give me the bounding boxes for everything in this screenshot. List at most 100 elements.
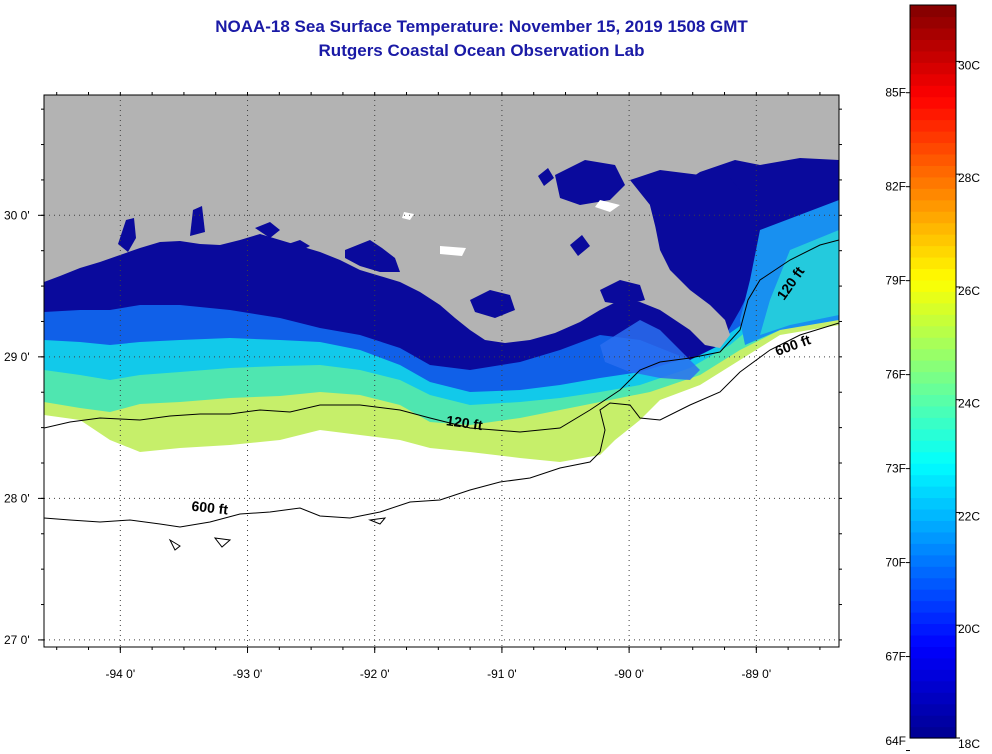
colorbar-swatch xyxy=(910,463,956,476)
colorbar-swatch xyxy=(910,222,956,235)
celsius-label: 18C xyxy=(958,737,980,751)
lon-label: -89 0' xyxy=(741,667,771,681)
river-plume xyxy=(600,320,700,380)
colorbar-swatch xyxy=(910,600,956,613)
colorbar-swatch xyxy=(910,612,956,625)
colorbar-swatch xyxy=(910,211,956,224)
colorbar-swatch xyxy=(910,382,956,396)
map-subtitle: Rutgers Coastal Ocean Observation Lab xyxy=(318,41,645,60)
lon-label: -93 0' xyxy=(233,667,263,681)
colorbar-swatch xyxy=(910,5,956,18)
colorbar-swatch xyxy=(910,256,956,270)
fahrenheit-label: 79F xyxy=(885,274,906,288)
coastal-glint xyxy=(440,246,466,256)
colorbar-swatch xyxy=(910,291,956,304)
coastal-glint xyxy=(595,200,620,212)
contour-label: 120 ft xyxy=(445,412,484,433)
colorbar-swatch xyxy=(910,486,956,499)
colorbar-swatch xyxy=(910,27,956,40)
lat-label: 29 0' xyxy=(4,350,30,364)
celsius-label: 20C xyxy=(958,622,980,636)
colorbar-swatch xyxy=(910,531,956,544)
contour-120ft xyxy=(44,239,839,433)
colorbar-swatch xyxy=(910,234,956,247)
colorbar-swatch xyxy=(910,440,956,453)
colorbar-swatch xyxy=(910,314,956,327)
colorbar-swatch xyxy=(910,165,956,178)
colorbar-swatch xyxy=(910,623,956,636)
map-frame xyxy=(43,94,840,648)
colorbar-swatch xyxy=(910,577,956,590)
graticule xyxy=(44,95,839,647)
colorbar-swatch xyxy=(910,348,956,361)
lon-label: -90 0' xyxy=(614,667,644,681)
colorbar-swatch xyxy=(910,474,956,487)
lat-label: 27 0' xyxy=(4,633,30,647)
colorbar-swatch xyxy=(910,108,956,121)
axis-ticks xyxy=(38,92,842,653)
colorbar-swatch xyxy=(910,188,956,201)
contour-600ft xyxy=(44,322,839,528)
colorbar-swatch xyxy=(910,715,956,728)
colorbar-swatch xyxy=(910,245,956,258)
fahrenheit-label: 85F xyxy=(885,86,906,100)
colorbar-swatch xyxy=(910,726,956,739)
colorbar-swatch xyxy=(910,554,956,567)
coastal-glint xyxy=(402,212,414,220)
lon-label: -91 0' xyxy=(487,667,517,681)
colorbar-swatch xyxy=(910,119,956,132)
colorbar-swatch xyxy=(910,176,956,189)
axis-labels: -94 0' -93 0' -92 0' -91 0' -90 0' -89 0' 30 0… xyxy=(4,208,771,681)
fahrenheit-label: 76F xyxy=(885,368,906,382)
lat-label: 30 0' xyxy=(4,208,30,222)
colorbar-swatch xyxy=(910,279,956,292)
colorbar-swatch xyxy=(910,394,956,407)
colorbar-swatch xyxy=(910,520,956,533)
atchafalaya-bay xyxy=(345,240,400,272)
lake-sabine xyxy=(190,206,205,236)
lake-grand xyxy=(255,222,280,238)
colorbar-swatch xyxy=(910,428,956,441)
colorbar-swatch xyxy=(910,325,956,338)
colorbar-swatch xyxy=(910,669,956,682)
colorbar-swatch xyxy=(910,692,956,705)
lake-maurepas xyxy=(538,168,554,186)
lon-label: -92 0' xyxy=(360,667,390,681)
colorbar-swatch xyxy=(910,634,956,647)
land-mass xyxy=(44,95,839,348)
colorbar-swatch xyxy=(910,680,956,693)
contour-label: 600 ft xyxy=(191,498,229,518)
colorbar-swatch xyxy=(910,130,956,144)
fahrenheit-label: 67F xyxy=(885,650,906,664)
contour-600ft-patch xyxy=(168,517,387,551)
colorbar-swatch xyxy=(910,417,956,430)
celsius-label: 26C xyxy=(958,284,980,298)
colorbar-swatch xyxy=(910,50,956,63)
colorbar-swatch xyxy=(910,508,956,521)
colorbar-swatch xyxy=(910,153,956,166)
colorbar-swatch xyxy=(910,497,956,510)
barataria-bay xyxy=(600,280,645,305)
lon-label: -94 0' xyxy=(105,667,135,681)
celsius-label: 24C xyxy=(958,397,980,411)
colorbar-swatch xyxy=(910,543,956,556)
fahrenheit-label: 73F xyxy=(885,462,906,476)
colorbar-swatch xyxy=(910,646,956,659)
colorbar-swatch xyxy=(910,73,956,86)
celsius-label: 22C xyxy=(958,509,980,523)
lake-salvador xyxy=(570,235,590,256)
colorbar-swatch xyxy=(910,360,956,373)
colorbar-swatch xyxy=(910,371,956,384)
vermilion-bay xyxy=(288,240,310,252)
colorbar-swatch xyxy=(910,96,956,109)
colorbar: 18C 20C 22C 24C 26C 28C 30C 64F 67F 70F 73F 76F 79F 8… xyxy=(885,4,980,752)
colorbar-swatch xyxy=(910,142,956,155)
colorbar-swatch xyxy=(910,451,956,464)
colorbar-swatch xyxy=(910,302,956,315)
celsius-label: 30C xyxy=(958,58,980,72)
lake-pontchartrain xyxy=(555,160,625,205)
colorbar-swatch xyxy=(910,657,956,670)
lake-borgne xyxy=(630,170,740,255)
